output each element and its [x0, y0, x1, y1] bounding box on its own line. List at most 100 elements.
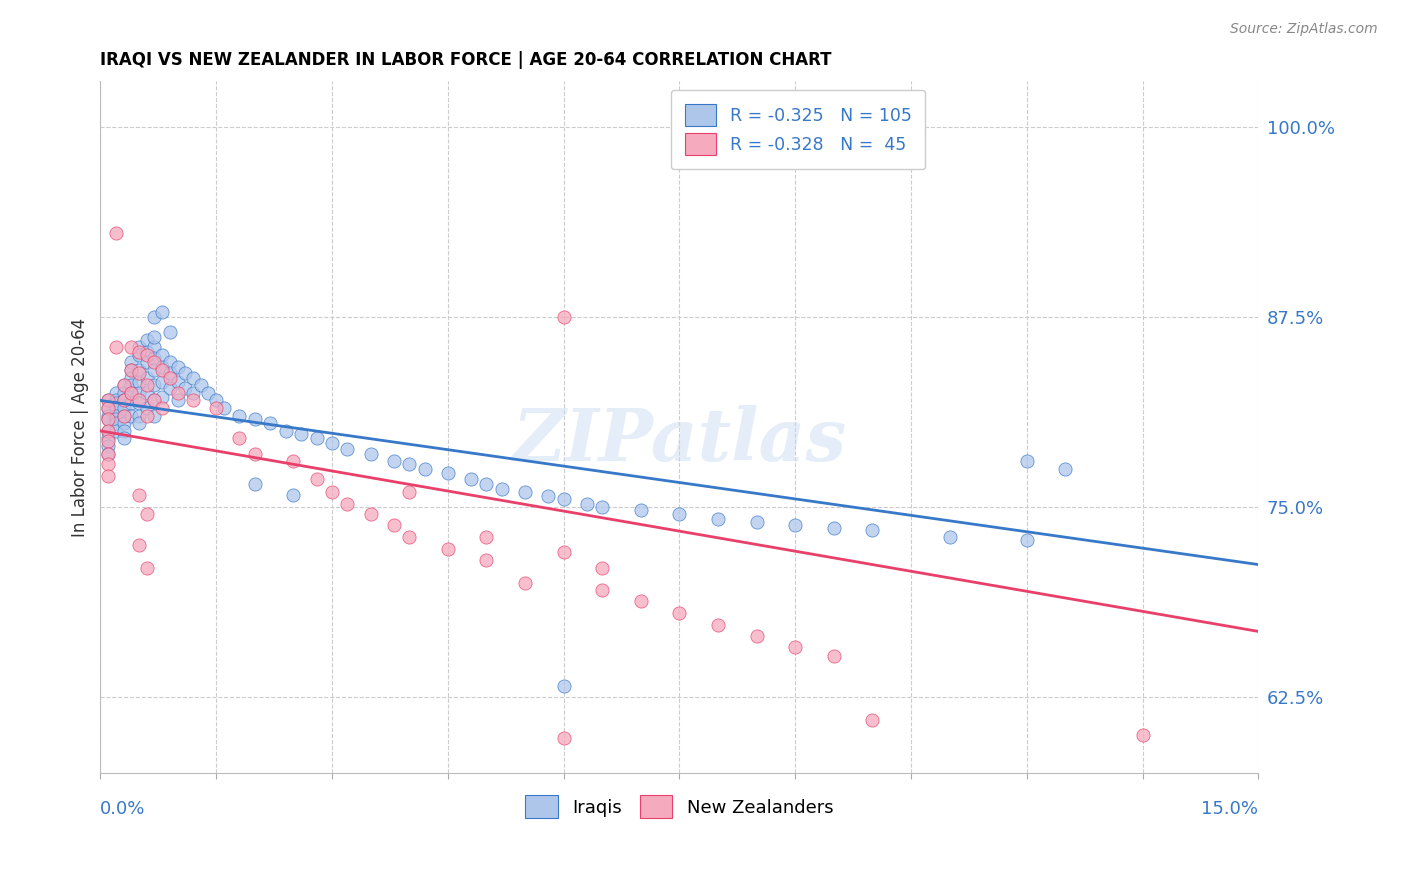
- Point: [135, 508, 157, 522]
- Point: [143, 363, 166, 377]
- Point: [104, 411, 127, 425]
- Point: [150, 305, 173, 319]
- Point: [143, 393, 166, 408]
- Point: [159, 370, 181, 384]
- Point: [112, 378, 135, 392]
- Point: [128, 416, 150, 430]
- Point: [97, 401, 120, 415]
- Point: [537, 489, 560, 503]
- Point: [360, 508, 382, 522]
- Point: [290, 426, 312, 441]
- Point: [336, 442, 359, 456]
- Point: [513, 484, 536, 499]
- Point: [97, 393, 120, 408]
- Point: [305, 432, 328, 446]
- Point: [128, 340, 150, 354]
- Point: [190, 378, 212, 392]
- Point: [112, 378, 135, 392]
- Point: [112, 385, 135, 400]
- Point: [120, 385, 142, 400]
- Point: [104, 340, 127, 354]
- Point: [120, 370, 142, 384]
- Point: [97, 457, 120, 471]
- Point: [668, 508, 690, 522]
- Point: [97, 393, 120, 408]
- Point: [135, 348, 157, 362]
- Point: [336, 497, 359, 511]
- Point: [128, 385, 150, 400]
- Point: [159, 366, 181, 380]
- Point: [513, 575, 536, 590]
- Point: [97, 469, 120, 483]
- Point: [181, 393, 204, 408]
- Legend: Iraqis, New Zealanders: Iraqis, New Zealanders: [510, 780, 848, 833]
- Point: [135, 370, 157, 384]
- Point: [553, 545, 575, 559]
- Point: [150, 348, 173, 362]
- Point: [274, 424, 297, 438]
- Point: [143, 329, 166, 343]
- Point: [860, 523, 883, 537]
- Point: [128, 366, 150, 380]
- Point: [135, 378, 157, 392]
- Point: [128, 344, 150, 359]
- Point: [97, 409, 120, 423]
- Point: [104, 396, 127, 410]
- Point: [205, 401, 228, 415]
- Point: [97, 432, 120, 446]
- Point: [112, 432, 135, 446]
- Point: [321, 436, 343, 450]
- Point: [128, 396, 150, 410]
- Point: [707, 512, 730, 526]
- Point: [166, 359, 188, 374]
- Point: [475, 530, 498, 544]
- Point: [97, 424, 120, 438]
- Point: [212, 401, 235, 415]
- Point: [382, 518, 405, 533]
- Point: [159, 325, 181, 339]
- Point: [97, 424, 120, 438]
- Point: [360, 447, 382, 461]
- Point: [1054, 462, 1077, 476]
- Point: [143, 355, 166, 369]
- Point: [112, 409, 135, 423]
- Point: [630, 594, 652, 608]
- Point: [197, 385, 219, 400]
- Point: [553, 679, 575, 693]
- Point: [553, 492, 575, 507]
- Point: [436, 542, 458, 557]
- Point: [128, 363, 150, 377]
- Point: [128, 348, 150, 362]
- Point: [166, 393, 188, 408]
- Point: [398, 484, 420, 499]
- Point: [174, 366, 197, 380]
- Point: [104, 424, 127, 438]
- Point: [305, 473, 328, 487]
- Point: [97, 434, 120, 449]
- Point: [128, 538, 150, 552]
- Point: [166, 385, 188, 400]
- Point: [159, 381, 181, 395]
- Point: [104, 401, 127, 415]
- Point: [120, 363, 142, 377]
- Text: ZIPatlas: ZIPatlas: [512, 405, 846, 476]
- Point: [707, 618, 730, 632]
- Point: [823, 648, 845, 663]
- Point: [174, 381, 197, 395]
- Point: [104, 416, 127, 430]
- Point: [553, 731, 575, 745]
- Point: [382, 454, 405, 468]
- Text: Source: ZipAtlas.com: Source: ZipAtlas.com: [1230, 22, 1378, 37]
- Point: [553, 310, 575, 324]
- Point: [112, 416, 135, 430]
- Point: [143, 378, 166, 392]
- Point: [475, 553, 498, 567]
- Point: [150, 363, 173, 377]
- Point: [668, 606, 690, 620]
- Point: [128, 375, 150, 389]
- Point: [128, 409, 150, 423]
- Point: [135, 409, 157, 423]
- Point: [143, 393, 166, 408]
- Point: [398, 530, 420, 544]
- Point: [120, 385, 142, 400]
